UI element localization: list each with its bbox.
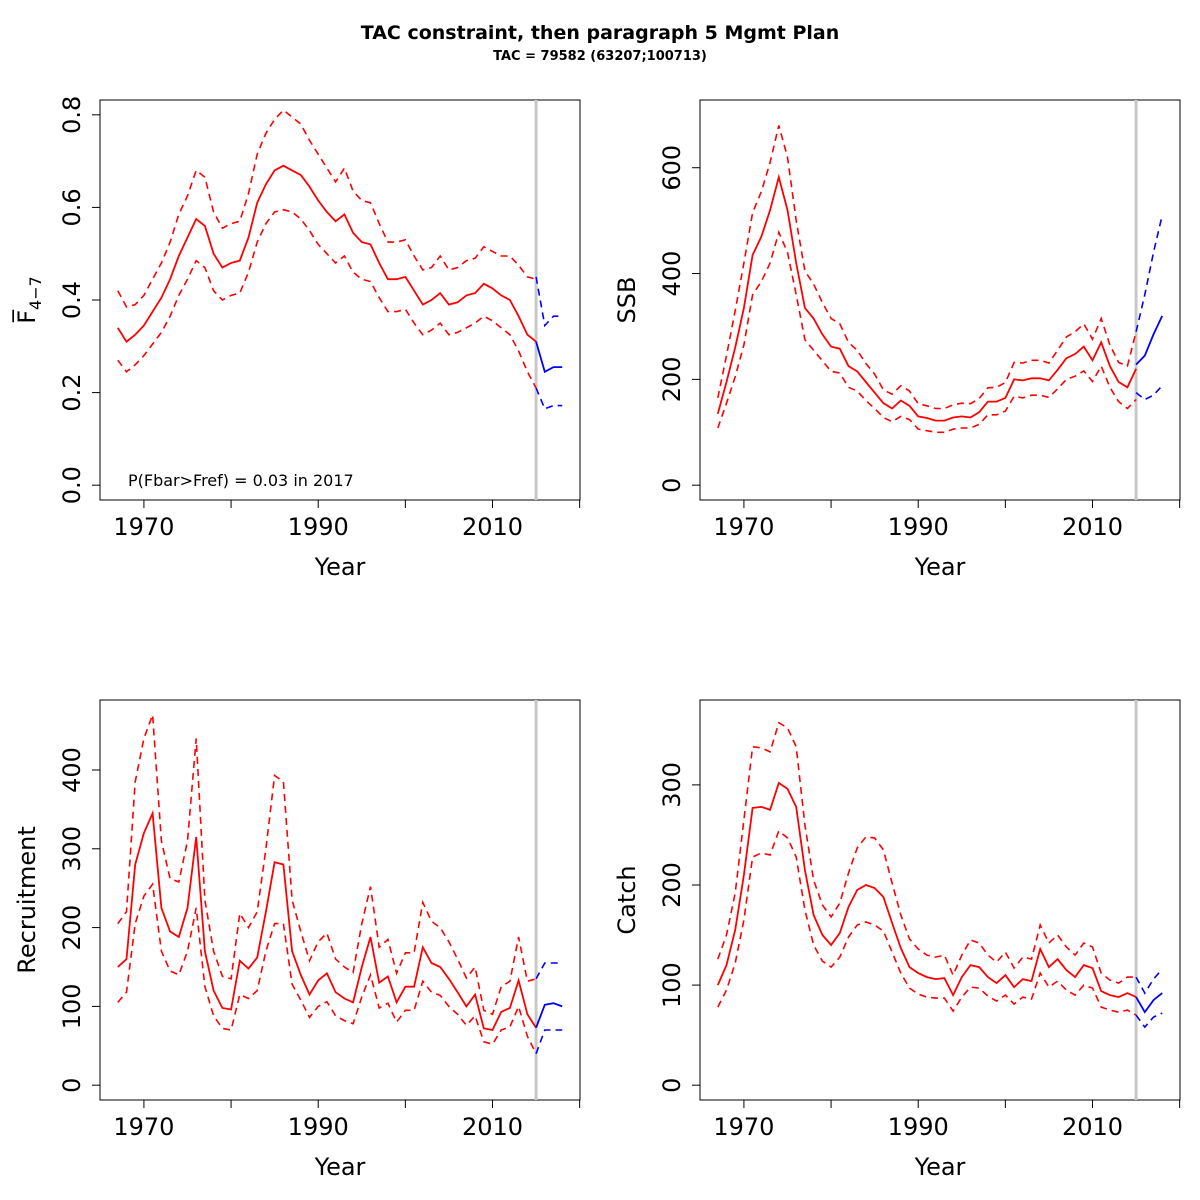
projection-lower-ci-line: [1135, 1012, 1163, 1029]
historical-lower-ci-line: [717, 829, 1137, 1016]
projection-lower-ci-line: [1135, 385, 1163, 401]
projection-median-line: [535, 1002, 563, 1029]
x-axis-label: Year: [914, 553, 966, 581]
projection-median-line: [1135, 315, 1164, 366]
projection-upper-ci-line: [535, 962, 563, 980]
y-tick-label: 400: [58, 747, 86, 793]
y-tick-label: 200: [658, 862, 686, 908]
y-tick-label: 400: [658, 251, 686, 297]
projection-lower-ci-line: [535, 387, 563, 410]
x-tick-label: 1970: [113, 513, 174, 541]
projection-lower-ci-line: [535, 1029, 563, 1054]
panel-catch: 1970 1990 2010 0 100 200 300 Year Catch: [613, 699, 1181, 1181]
x-tick-label: 1970: [713, 513, 774, 541]
figure-title: TAC constraint, then paragraph 5 Mgmt Pl…: [361, 22, 840, 44]
x-tick-label: 1990: [888, 513, 949, 541]
y-axis-label: SSB: [613, 277, 641, 324]
x-tick-label: 1990: [288, 513, 349, 541]
y-tick-label: 100: [658, 962, 686, 1008]
y-tick-label: 100: [58, 983, 86, 1029]
y-tick-label: 200: [58, 905, 86, 951]
x-tick-label: 2010: [462, 513, 523, 541]
y-axis-label: F̅4−7: [12, 276, 45, 324]
plot-frame: [699, 699, 1181, 1101]
x-axis-label: Year: [314, 553, 366, 581]
panel-recruitment: 1970 1990 2010 0 100 200 300 400 Year Recruitment: [13, 699, 581, 1181]
x-tick-label: 2010: [1062, 513, 1123, 541]
panel-fbar: 1970 1990 2010 0.0 0.2 0.4 0.6 0.8 Year F̅4−7 P(Fb…: [12, 96, 581, 581]
y-tick-label: 200: [658, 356, 686, 402]
y-axis-label: Recruitment: [13, 826, 41, 973]
projection-median-line: [1135, 992, 1163, 1014]
plot-frame: [99, 699, 581, 1101]
panel-ssb: 1970 1990 2010 0 200 400 600 Year SSB: [613, 99, 1181, 581]
y-tick-label: 300: [58, 826, 86, 872]
y-tick-label: 0.2: [58, 374, 86, 412]
y-tick-label: 0.6: [58, 188, 86, 226]
x-tick-label: 2010: [462, 1113, 523, 1141]
projection-upper-ci-line: [1135, 215, 1163, 332]
panels: 1970 1990 2010 0.0 0.2 0.4 0.6 0.8 Year F̅4−7 P(Fb…: [12, 96, 1181, 1181]
historical-upper-ci-line: [117, 714, 537, 1016]
x-tick-label: 1990: [888, 1113, 949, 1141]
y-tick-label: 0.0: [58, 466, 86, 504]
historical-upper-ci-line: [717, 125, 1137, 410]
x-tick-label: 1970: [113, 1113, 174, 1141]
y-axis-label: Catch: [613, 865, 641, 934]
historical-upper-ci-line: [117, 109, 537, 308]
x-axis-label: Year: [314, 1153, 366, 1181]
projection-upper-ci-line: [535, 276, 563, 328]
historical-lower-ci-line: [717, 229, 1137, 434]
historical-median-line: [117, 164, 537, 344]
x-tick-label: 1970: [713, 1113, 774, 1141]
historical-median-line: [716, 781, 1137, 999]
y-tick-label: 0: [658, 478, 686, 493]
y-tick-label: 0.8: [58, 96, 86, 134]
x-axis-label: Year: [914, 1153, 966, 1181]
y-tick-label: 600: [658, 145, 686, 191]
historical-lower-ci-line: [117, 208, 537, 389]
probability-annotation: P(Fbar>Fref) = 0.03 in 2017: [128, 471, 354, 490]
projection-median-line: [535, 341, 563, 374]
y-tick-label: 0: [658, 1078, 686, 1093]
y-tick-label: 0.4: [58, 281, 86, 319]
y-tick-label: 300: [658, 762, 686, 808]
figure-subtitle: TAC = 79582 (63207;100713): [493, 49, 707, 64]
y-tick-label: 0: [58, 1078, 86, 1093]
plot-frame: [699, 99, 1181, 501]
x-tick-label: 1990: [288, 1113, 349, 1141]
historical-upper-ci-line: [717, 721, 1137, 984]
historical-median-line: [716, 173, 1137, 422]
projection-upper-ci-line: [1135, 968, 1163, 995]
historical-median-line: [117, 809, 537, 1032]
historical-lower-ci-line: [117, 882, 537, 1055]
x-tick-label: 2010: [1062, 1113, 1123, 1141]
